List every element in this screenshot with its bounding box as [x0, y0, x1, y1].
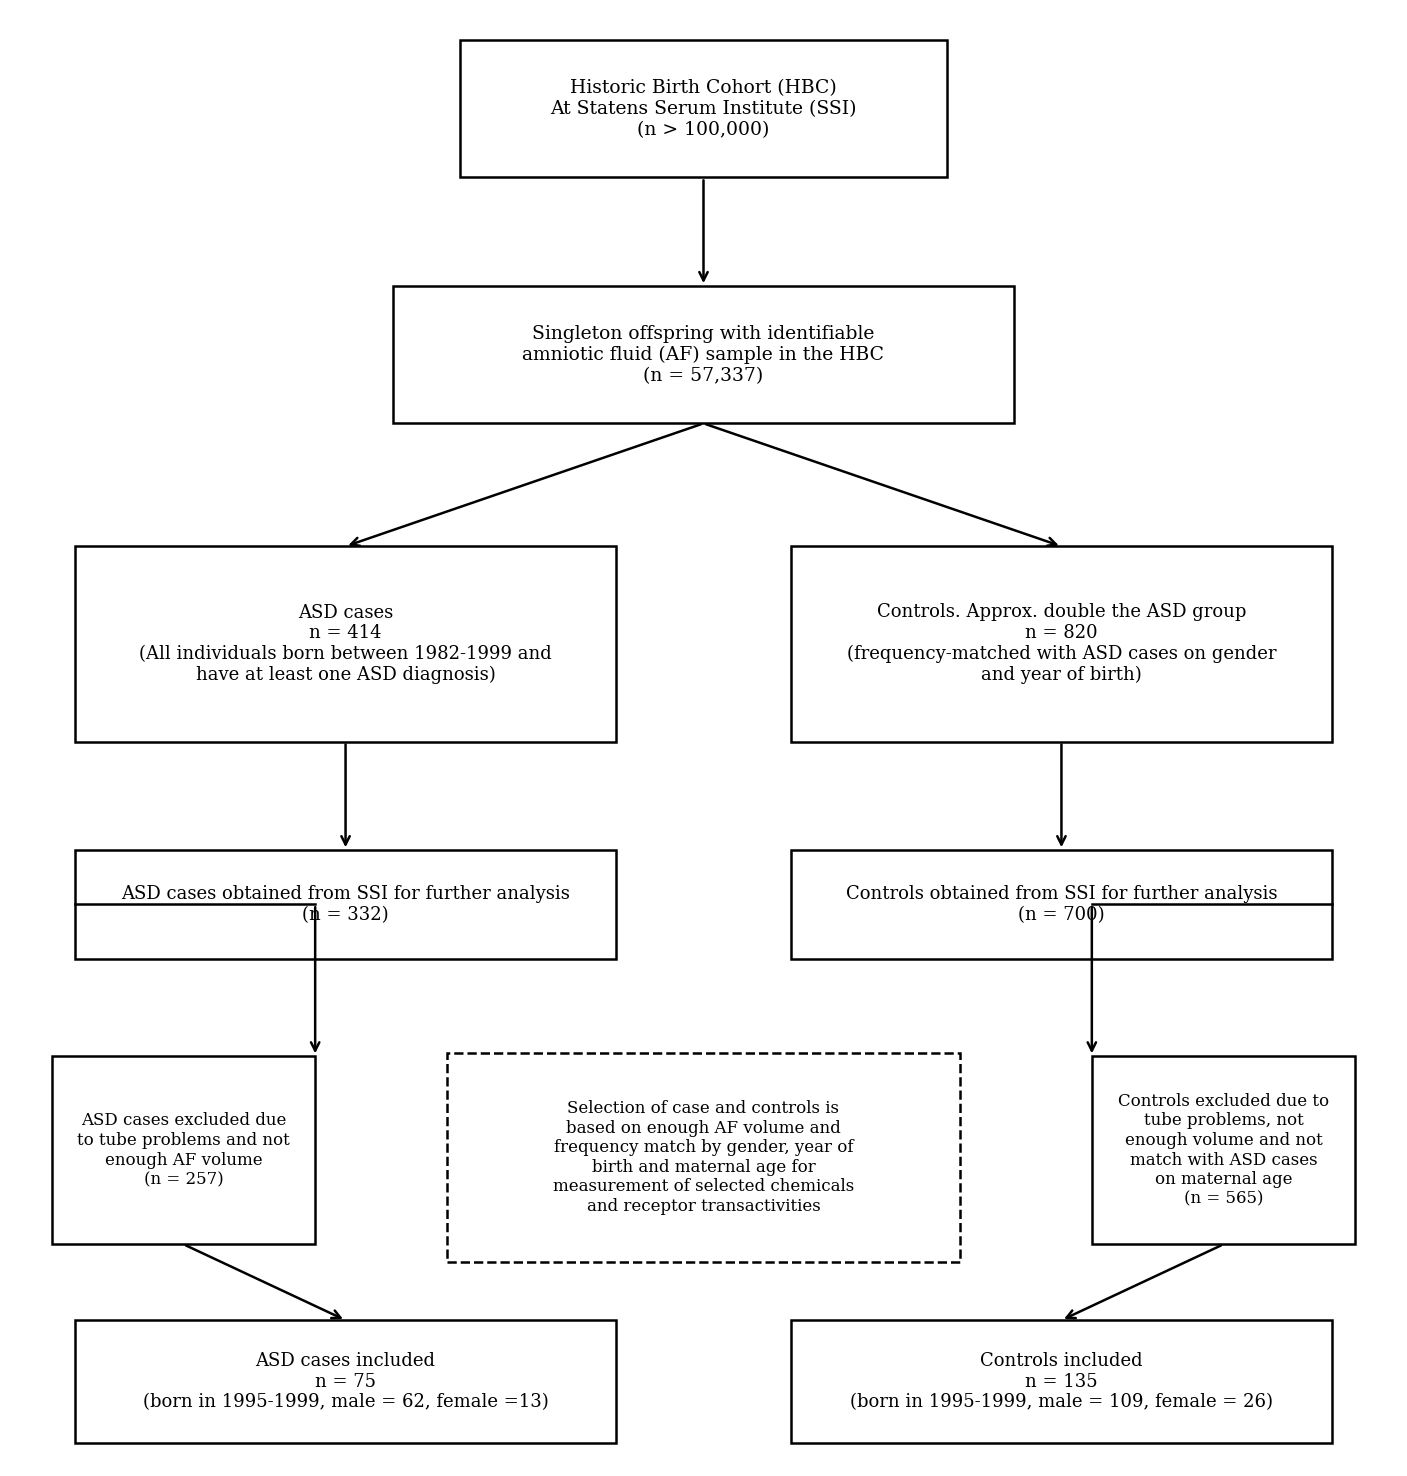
FancyBboxPatch shape [52, 1057, 315, 1244]
FancyBboxPatch shape [76, 1320, 616, 1444]
FancyBboxPatch shape [791, 1320, 1331, 1444]
Text: Controls obtained from SSI for further analysis
(n = 700): Controls obtained from SSI for further a… [846, 886, 1278, 924]
FancyBboxPatch shape [76, 546, 616, 741]
Text: ASD cases included
n = 75
(born in 1995-1999, male = 62, female =13): ASD cases included n = 75 (born in 1995-… [142, 1352, 549, 1411]
Text: Selection of case and controls is
based on enough AF volume and
frequency match : Selection of case and controls is based … [553, 1100, 854, 1215]
Text: Historic Birth Cohort (HBC)
At Statens Serum Institute (SSI)
(n > 100,000): Historic Birth Cohort (HBC) At Statens S… [550, 80, 857, 139]
FancyBboxPatch shape [393, 286, 1014, 424]
Text: Singleton offspring with identifiable
amniotic fluid (AF) sample in the HBC
(n =: Singleton offspring with identifiable am… [522, 325, 885, 385]
FancyBboxPatch shape [791, 850, 1331, 958]
Text: Controls included
n = 135
(born in 1995-1999, male = 109, female = 26): Controls included n = 135 (born in 1995-… [850, 1352, 1273, 1411]
FancyBboxPatch shape [1092, 1057, 1355, 1244]
FancyBboxPatch shape [791, 546, 1331, 741]
Text: ASD cases
n = 414
(All individuals born between 1982-1999 and
have at least one : ASD cases n = 414 (All individuals born … [139, 604, 552, 685]
FancyBboxPatch shape [76, 850, 616, 958]
Text: ASD cases obtained from SSI for further analysis
(n = 332): ASD cases obtained from SSI for further … [121, 886, 570, 924]
Text: Controls excluded due to
tube problems, not
enough volume and not
match with ASD: Controls excluded due to tube problems, … [1119, 1092, 1330, 1207]
Text: Controls. Approx. double the ASD group
n = 820
(frequency-matched with ASD cases: Controls. Approx. double the ASD group n… [847, 604, 1276, 685]
FancyBboxPatch shape [447, 1052, 960, 1262]
FancyBboxPatch shape [460, 40, 947, 177]
Text: ASD cases excluded due
to tube problems and not
enough AF volume
(n = 257): ASD cases excluded due to tube problems … [77, 1113, 290, 1188]
